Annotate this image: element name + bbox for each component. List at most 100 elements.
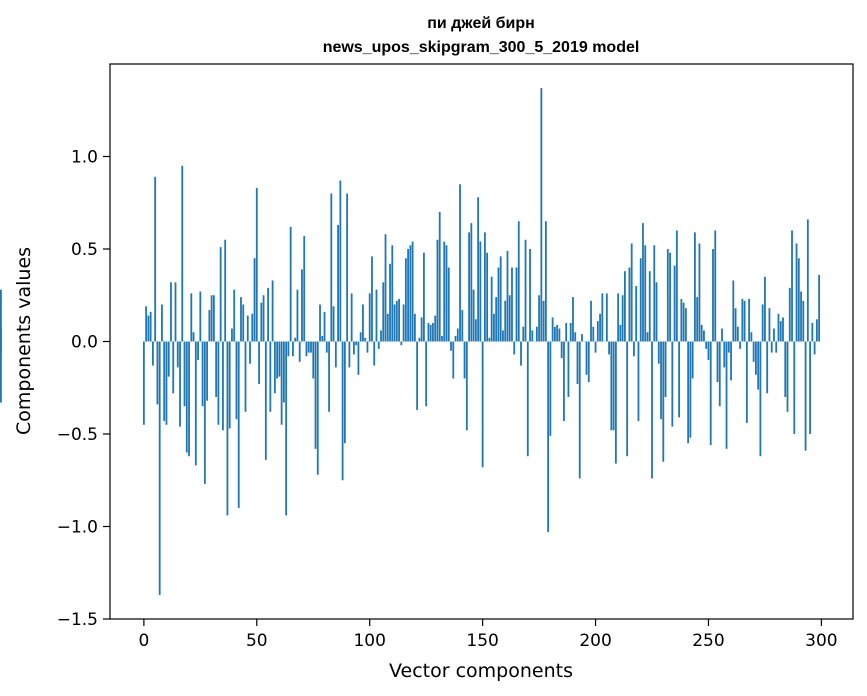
bar [271, 280, 274, 342]
bar [201, 341, 204, 407]
bar [572, 297, 574, 342]
bar [490, 276, 493, 342]
bar [759, 341, 762, 457]
bar [809, 341, 811, 434]
bar [707, 341, 710, 360]
bar [499, 256, 502, 342]
bar [384, 234, 387, 342]
bar [479, 241, 482, 342]
bar [402, 304, 405, 342]
bar [296, 289, 299, 342]
bar [407, 249, 410, 342]
bar [594, 341, 597, 353]
bar [413, 313, 416, 342]
bar [368, 293, 371, 342]
bar [231, 328, 233, 342]
bar [723, 341, 726, 368]
bar [359, 332, 362, 342]
bar [684, 308, 687, 342]
bar [215, 341, 218, 397]
bar [569, 323, 572, 342]
bar [418, 337, 421, 342]
bar [303, 236, 306, 342]
bar [0, 341, 2, 403]
x-tick-label: 150 [466, 631, 498, 651]
bar [436, 239, 439, 342]
bar [610, 341, 613, 431]
bar [432, 323, 434, 342]
bar [273, 341, 276, 394]
bar [811, 323, 814, 342]
bar [818, 274, 821, 342]
bar [502, 330, 504, 342]
bar [332, 306, 335, 342]
bar [409, 245, 412, 342]
bar [657, 341, 660, 364]
bar [639, 258, 642, 342]
bar [423, 252, 425, 342]
bar [775, 341, 778, 353]
chart-subtitle: news_upos_skipgram_300_5_2019 model [323, 39, 640, 56]
bar [481, 341, 484, 468]
bar [725, 341, 728, 449]
bar [404, 258, 407, 342]
bar [619, 324, 622, 342]
bar [350, 293, 353, 342]
bar [547, 341, 550, 533]
bar [680, 298, 683, 342]
bar [380, 330, 382, 342]
bar [739, 341, 741, 349]
bar [504, 300, 507, 342]
bar [585, 341, 588, 375]
bar [386, 313, 389, 342]
bar [617, 293, 620, 342]
bar [581, 334, 583, 342]
bar [664, 341, 667, 397]
bar [269, 341, 272, 412]
bar [750, 332, 753, 342]
bar [0, 326, 2, 342]
y-tick-label: −0.5 [57, 425, 98, 445]
bar [246, 315, 249, 342]
chart-title: пи джей бирн [427, 15, 535, 32]
bar [194, 341, 197, 466]
bar [262, 295, 265, 342]
bar [240, 297, 242, 342]
bar [185, 341, 188, 453]
bar [752, 341, 755, 362]
bar [732, 280, 735, 342]
bar [542, 300, 545, 342]
bar [766, 341, 769, 394]
bar [206, 341, 209, 401]
x-tick-label: 300 [805, 631, 837, 651]
y-tick-label: −1.5 [57, 610, 98, 630]
bar [375, 289, 378, 342]
bar [779, 321, 782, 342]
bar [666, 249, 669, 342]
bar [624, 271, 626, 342]
bar [630, 243, 633, 342]
bar [474, 319, 477, 342]
bar [506, 250, 509, 342]
bar [393, 304, 396, 342]
bar [373, 341, 376, 366]
bar [395, 300, 398, 342]
bar [718, 341, 721, 407]
bar [703, 330, 705, 342]
bar [371, 256, 373, 342]
bar [535, 326, 538, 342]
bar [314, 341, 317, 449]
bar [425, 341, 428, 407]
bar [454, 335, 457, 342]
bar [526, 341, 529, 457]
bar [301, 269, 303, 342]
bar [705, 341, 708, 349]
bar [447, 267, 450, 342]
bar [757, 341, 760, 390]
bar [468, 232, 470, 342]
bar [167, 341, 170, 377]
bar [438, 212, 441, 342]
bar [669, 252, 671, 342]
bar [411, 241, 414, 342]
bar [242, 304, 245, 342]
